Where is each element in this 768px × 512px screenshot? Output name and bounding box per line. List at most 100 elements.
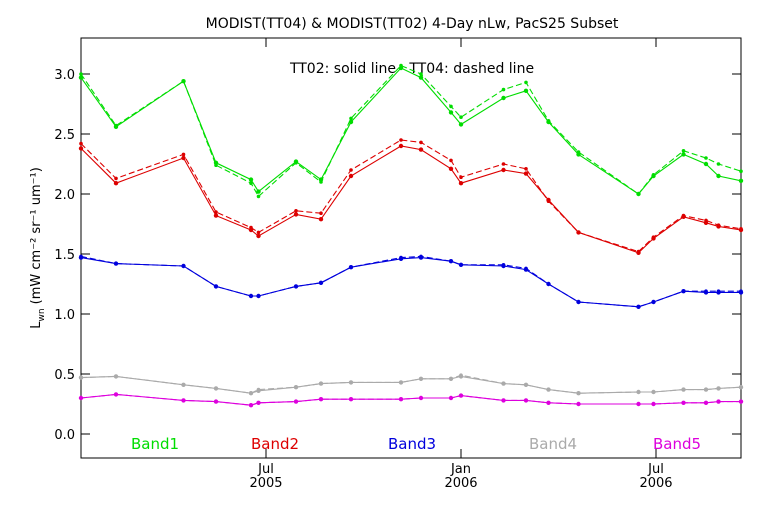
band1-tt04-point [419,72,423,76]
band1-tt02-point [318,177,324,182]
band2-tt04-point [399,138,403,142]
x-tick-year: 2005 [249,476,282,491]
legend-band2: Band2 [251,435,299,453]
band1-tt02-point [293,159,299,164]
band1-tt02-point [418,75,424,80]
band2-tt02-point [293,212,299,217]
band4-series [78,373,744,396]
legend-band4: Band4 [529,435,577,453]
svg-text:Lwn (mW cm⁻² sr⁻¹ um⁻¹): Lwn (mW cm⁻² sr⁻¹ um⁻¹) [29,167,47,329]
band3-tt02-point [348,265,354,270]
band2-tt04-point [114,176,118,181]
band1-tt04-point [449,104,453,109]
band2-tt04-line [80,139,742,253]
band1-tt02-point [546,119,551,125]
band2-tt02-point [448,166,454,171]
y-tick-label: 0.5 [54,368,75,383]
y-tick-label: 3.0 [54,68,75,83]
y-axis-label-main: L [29,321,44,329]
band3-tt02-point [293,284,299,289]
band3-tt02-point [681,289,686,294]
y-axis: 0.0 0.5 1.0 1.5 2.0 2.5 3.0 [54,68,741,443]
band5-tt02-point [546,400,551,405]
band4-tt02-point [651,389,656,395]
band3-tt02-point [738,290,744,295]
band2-tt04-point [79,141,83,146]
band1-tt02-point [448,110,454,115]
band2-tt02-point [181,155,186,161]
band3-tt02-point [398,256,404,261]
band5-tt02-point [448,395,454,401]
band4-tt02-point [738,385,744,390]
band4-tt02-point [546,387,551,392]
band1-tt02-point [78,75,84,80]
band4-tt02-point [113,374,119,379]
legend: Band1 Band2 Band3 Band4 Band5 [131,435,701,453]
band2-tt02-point [703,220,709,225]
band4-tt02-point [256,388,261,393]
band1-tt02-point [248,177,254,182]
band2-tt04-point [449,158,453,163]
band1-tt02-point [651,173,656,179]
band4-tt02-point [318,381,324,386]
band1-tt04-point [349,116,353,121]
band3-tt02-point [213,284,219,289]
band2-tt02-point [213,213,219,218]
band1-tt02-point [738,178,744,183]
band1-tt02-point [703,161,709,167]
line-style-annotation: TT02: solid line TT04: dashed line [289,61,534,77]
band2-tt02-point [318,217,324,222]
band1-tt02-point [256,189,261,194]
band2-series [78,138,744,255]
legend-band1: Band1 [131,435,179,453]
band4-tt02-point [703,387,709,392]
band2-tt02-point [418,147,424,152]
band2-tt04-point [214,210,218,214]
band1-tt02-point [181,79,186,84]
band1-tt02-point [213,160,219,165]
band5-tt02-point [181,398,186,403]
band2-tt02-point [546,197,551,203]
band5-tt02-point [681,400,686,405]
band4-tt02-line [80,375,742,394]
band2-tt04-point [319,211,323,215]
band2-tt02-point [398,143,404,149]
band5-tt02-point [256,400,261,405]
band1-tt04-point [681,149,686,153]
band3-series [78,254,744,309]
band5-tt02-point [318,397,324,402]
band3-tt02-point [248,293,254,299]
band3-tt02-point [636,304,641,309]
y-tick-label: 0.0 [54,428,75,443]
band2-tt02-point [348,173,354,179]
x-tick-year: 2006 [639,476,672,491]
band1-tt04-point [524,80,528,85]
band2-tt04-point [524,167,528,171]
band5-tt02-point [398,397,404,402]
band2-tt04-point [256,230,261,235]
band5-tt02-point [213,399,219,404]
band2-tt02-point [501,167,506,173]
band3-tt02-point [78,255,84,260]
band4-tt02-point [398,380,404,385]
y-axis-label: Lwn (mW cm⁻² sr⁻¹ um⁻¹) [29,167,47,329]
band1-tt04-point [256,194,261,199]
band5-tt02-point [703,400,709,405]
band4-tt02-point [458,374,464,379]
y-tick-label: 2.5 [54,128,75,143]
band5-tt02-point [651,401,656,407]
band1-tt02-point [458,122,464,127]
band3-tt02-point [651,299,656,305]
band1-tt02-point [501,95,506,101]
band1-tt04-point [459,115,463,119]
band1-tt02-point [636,191,641,197]
band5-tt02-point [293,399,299,404]
band5-tt02-point [636,401,641,407]
x-tick-month: Jan [450,462,471,477]
band5-tt02-point [113,392,119,397]
band5-tt02-point [78,395,84,401]
band2-tt04-point [294,209,298,213]
band2-tt04-point [459,175,463,179]
chart-title: MODIST(TT04) & MODIST(TT02) 4-Day nLw, P… [206,16,619,32]
band4-tt02-point [213,386,219,391]
